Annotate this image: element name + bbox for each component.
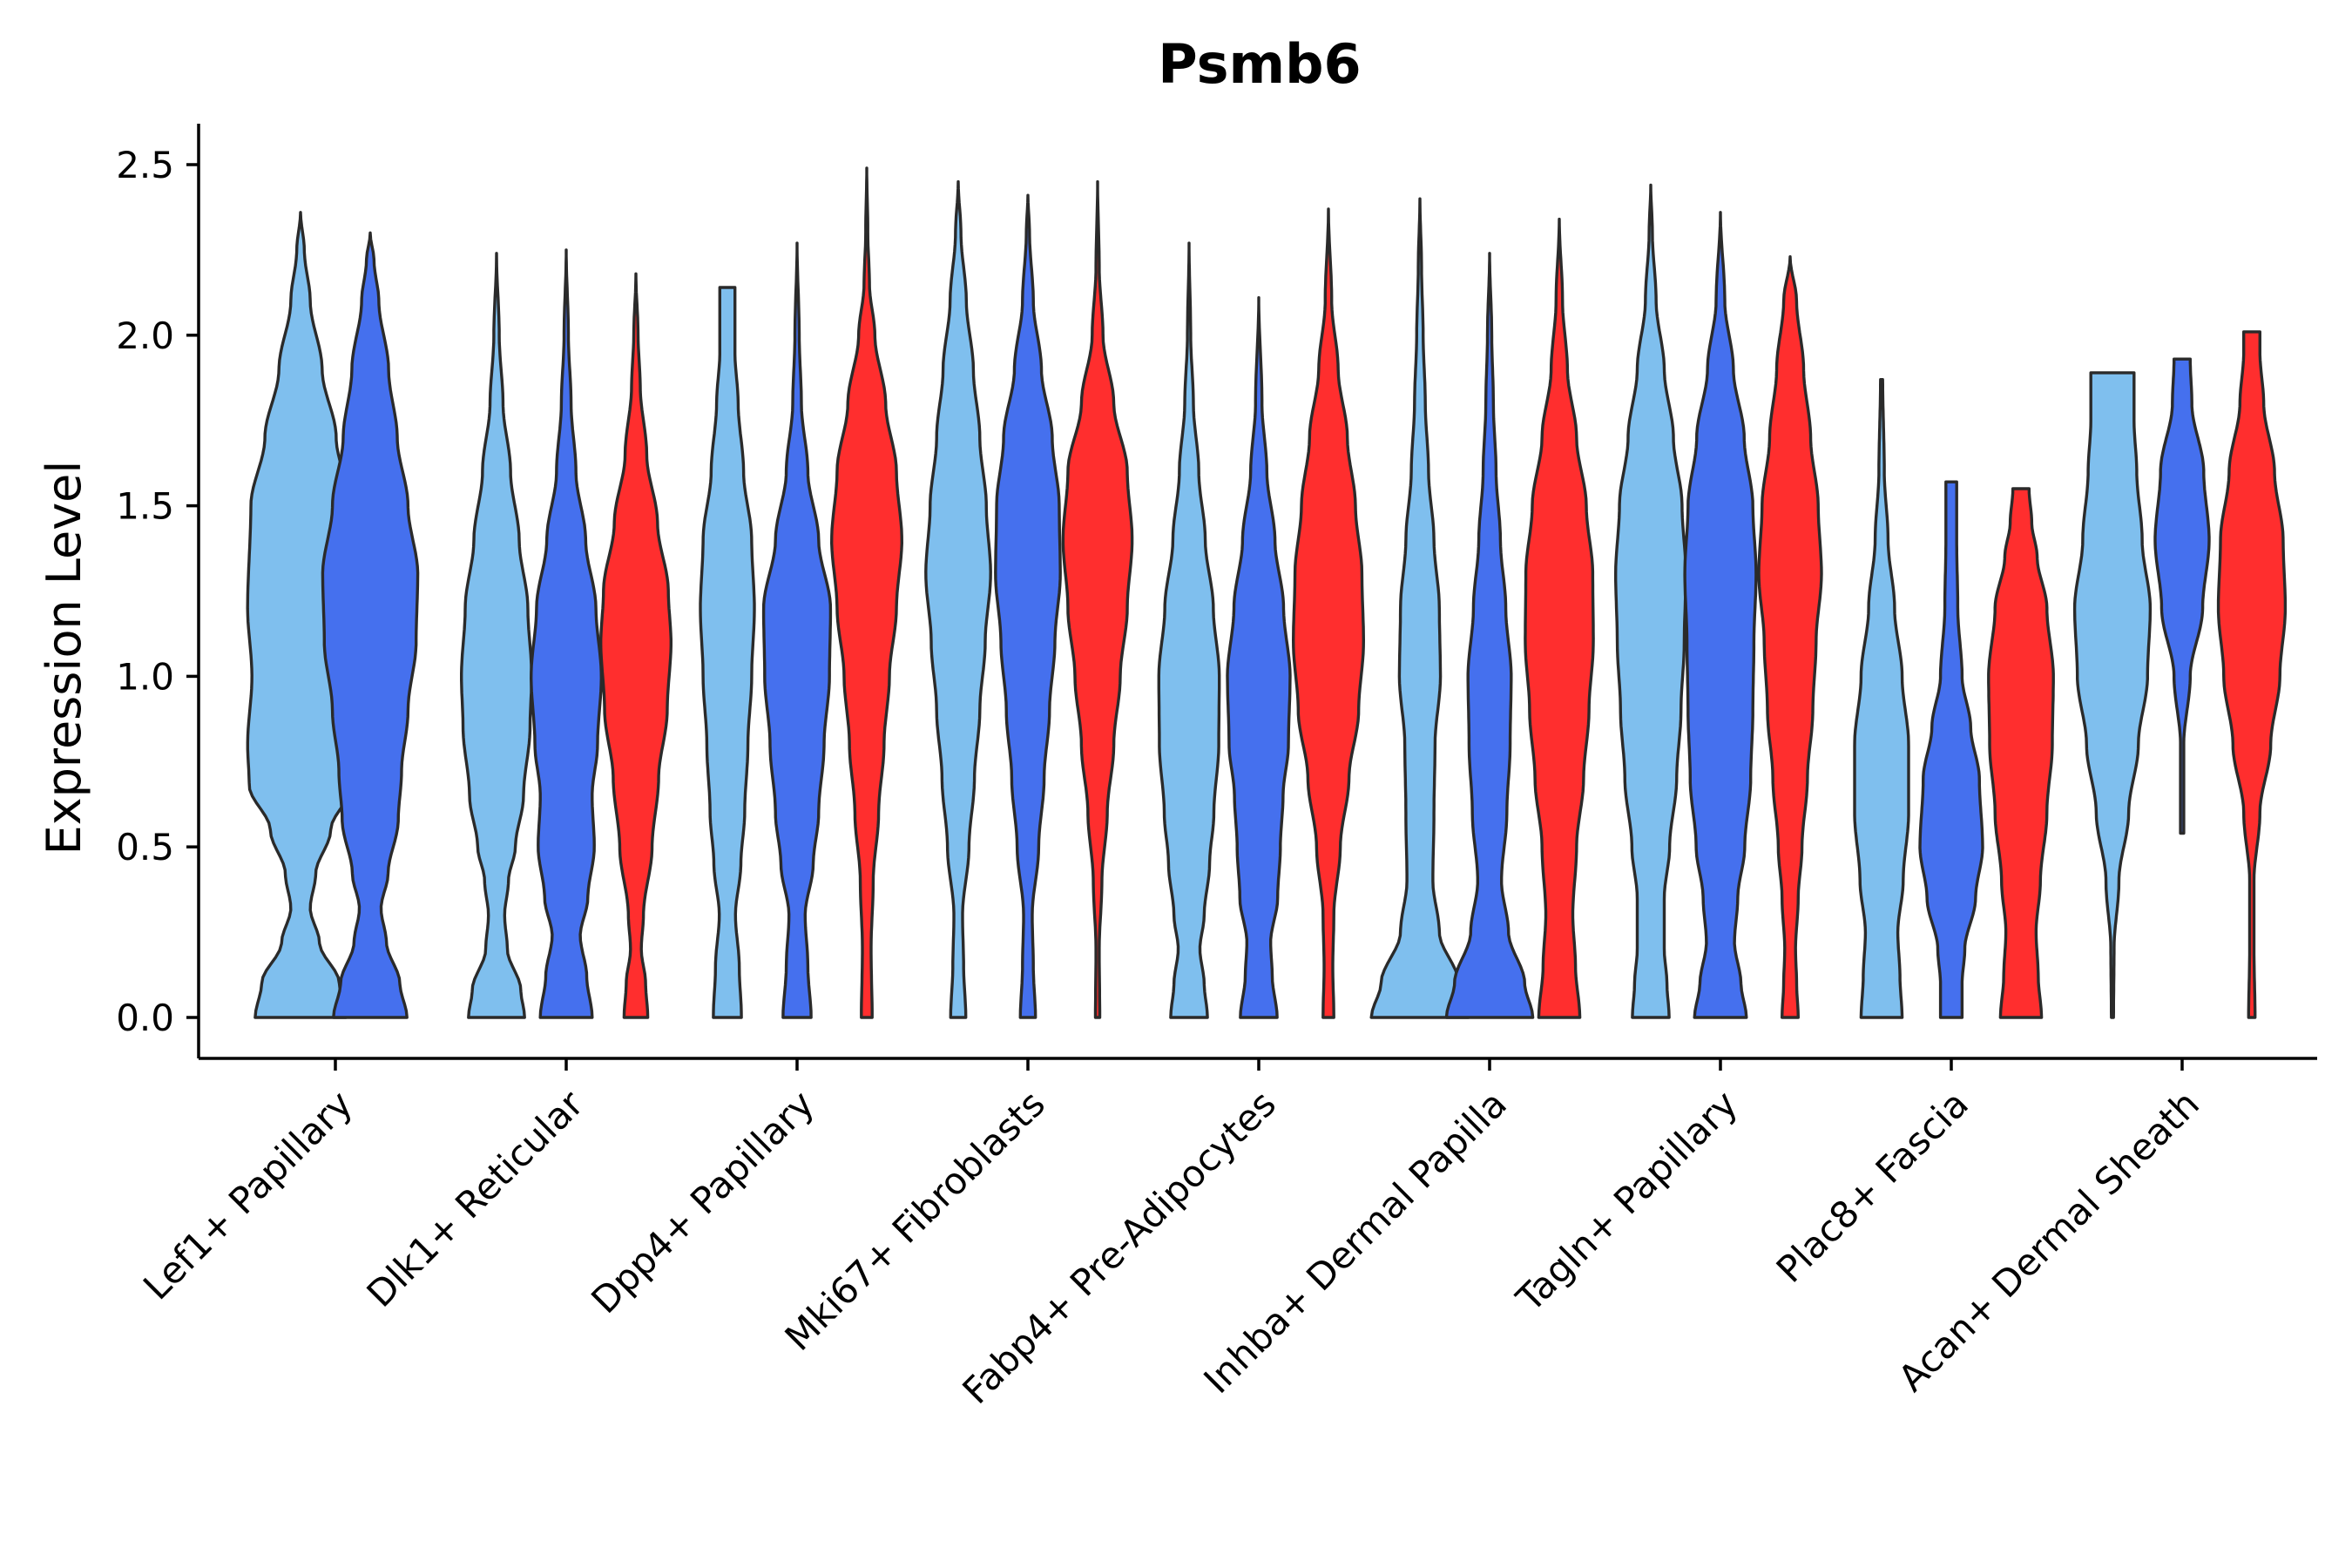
violin-plac8-fascia-light	[1853, 378, 1910, 1019]
violin-fabp4-pre-adipocytes-red	[1292, 207, 1365, 1019]
violin-plac8-fascia-blue	[1918, 480, 1984, 1019]
violin-dpp4-papillary-red	[830, 166, 903, 1019]
y-axis: 0.0 0.5 1.0 1.5 2.0 2.5	[116, 124, 200, 1058]
y-tick-label: 2.5	[116, 144, 174, 186]
violin-fabp4-pre-adipocytes-blue	[1226, 296, 1292, 1019]
violin-dpp4-papillary-light	[699, 286, 756, 1019]
x-tick-label-dlk1-reticular: Dlk1+ Reticular	[359, 1082, 592, 1315]
y-tick-label: 2.0	[116, 314, 174, 357]
y-axis-label: Expression Level	[37, 461, 91, 855]
violin-fabp4-pre-adipocytes-light	[1157, 241, 1221, 1019]
violin-dlk1-reticular-light	[460, 252, 533, 1019]
violin-dlk1-reticular-blue	[530, 248, 603, 1019]
x-tick-label-plac8-fascia: Plac8+ Fascia	[1768, 1082, 1977, 1290]
x-tick-label-dpp4-papillary: Dpp4+ Papillary	[583, 1082, 822, 1321]
y-tick-label: 0.0	[116, 997, 174, 1039]
violin-inhba-dermal-papilla-light	[1369, 197, 1470, 1019]
x-tick-label-tagln-papillary: Tagln+ Papillary	[1508, 1082, 1746, 1320]
x-tick-label-mki67-fibroblasts: Mki67+ Fibroblasts	[777, 1082, 1053, 1358]
violin-mki67-fibroblasts-red	[1061, 179, 1134, 1019]
y-tick-label: 1.0	[116, 655, 174, 698]
violin-inhba-dermal-papilla-red	[1524, 217, 1595, 1019]
violin-tagln-papillary-blue	[1683, 211, 1758, 1019]
y-tick-label: 1.5	[116, 485, 174, 528]
violin-tagln-papillary-light	[1614, 183, 1687, 1019]
chart-title: Psmb6	[1158, 32, 1361, 96]
violin-mki67-fibroblasts-blue	[994, 193, 1062, 1019]
violin-dpp4-papillary-blue	[761, 241, 833, 1019]
violin-dlk1-reticular-red	[599, 272, 672, 1019]
violin-acan-dermal-sheath-blue	[2153, 357, 2211, 835]
x-tick-label-lef1-papillary: Lef1+ Papillary	[135, 1082, 361, 1308]
violin-inhba-dermal-papilla-blue	[1444, 252, 1535, 1019]
violin-acan-dermal-sheath-red	[2216, 330, 2288, 1019]
violin-tagln-papillary-red	[1757, 255, 1823, 1019]
violin-mki67-fibroblasts-light	[924, 179, 992, 1019]
violin-lef1-papillary-blue	[321, 231, 420, 1019]
y-tick-label: 0.5	[116, 826, 174, 868]
violin-group	[246, 166, 2288, 1019]
violin-plac8-fascia-red	[1987, 487, 2055, 1019]
violin-acan-dermal-sheath-light	[2072, 371, 2153, 1019]
